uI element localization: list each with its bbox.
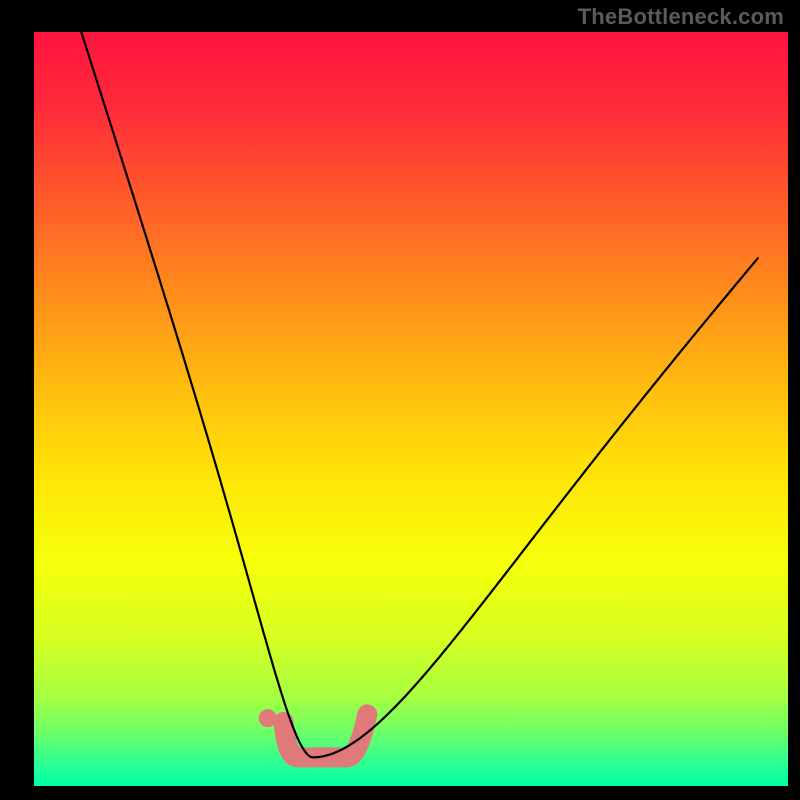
bottleneck-curve <box>72 32 758 757</box>
bottleneck-curve-svg <box>34 32 788 786</box>
plot-area <box>34 32 788 786</box>
watermark-text: TheBottleneck.com <box>578 4 784 30</box>
threshold-marker-dot <box>259 709 277 727</box>
